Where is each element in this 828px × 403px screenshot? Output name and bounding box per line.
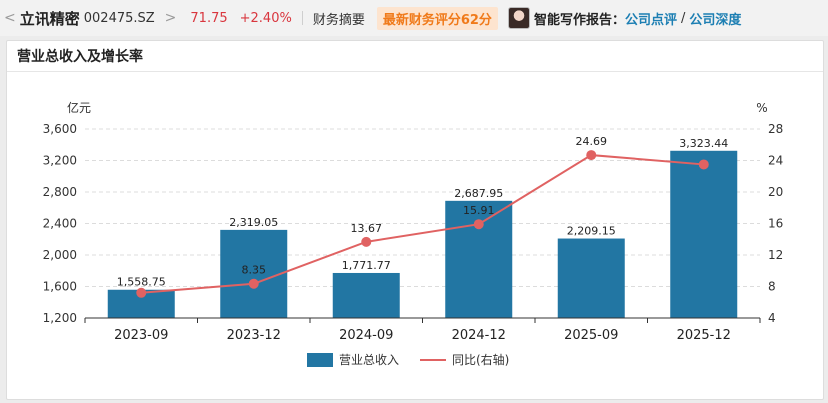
link-separator: / bbox=[680, 10, 686, 26]
y2-tick-label: 16 bbox=[768, 217, 783, 231]
growth-point bbox=[586, 150, 597, 161]
x-tick-label: 2025-09 bbox=[564, 328, 618, 343]
legend-line-label: 同比(右轴) bbox=[452, 352, 509, 367]
tab-financial-summary[interactable]: 财务摘要 bbox=[312, 12, 365, 28]
bar bbox=[557, 238, 625, 318]
y-tick-label: 3,200 bbox=[43, 154, 77, 168]
bar-value-label: 2,319.05 bbox=[229, 216, 278, 229]
avatar bbox=[507, 7, 530, 29]
legend-bar-label: 营业总收入 bbox=[339, 353, 399, 367]
stock-price: 71.75 bbox=[190, 10, 228, 26]
growth-point bbox=[361, 236, 372, 247]
growth-point bbox=[698, 159, 709, 170]
x-tick-label: 2023-12 bbox=[227, 328, 281, 343]
stock-name: 立讯精密 bbox=[19, 9, 80, 28]
bar bbox=[445, 200, 513, 318]
y-tick-label: 3,600 bbox=[43, 122, 77, 136]
bar-value-label: 2,209.15 bbox=[567, 225, 616, 238]
stock-code: 002475.SZ bbox=[83, 10, 155, 26]
growth-value-label: 15.91 bbox=[463, 204, 495, 217]
growth-value-label: 13.67 bbox=[351, 222, 383, 235]
y2-tick-label: 8 bbox=[768, 280, 776, 294]
company-review-link[interactable]: 公司点评 bbox=[624, 12, 677, 28]
back-arrow-icon[interactable]: < bbox=[4, 10, 16, 26]
x-tick-label: 2025-12 bbox=[677, 328, 731, 343]
y2-tick-label: 20 bbox=[768, 185, 783, 199]
growth-point bbox=[248, 278, 259, 289]
bar-value-label: 2,687.95 bbox=[454, 187, 503, 200]
y-tick-label: 2,400 bbox=[43, 217, 77, 231]
y2-tick-label: 12 bbox=[768, 248, 783, 262]
growth-value-label: 8.35 bbox=[242, 264, 267, 277]
top-bar: < 立讯精密 002475.SZ > 71.75 +2.40% 财务摘要 最新财… bbox=[0, 0, 828, 36]
x-tick-label: 2024-09 bbox=[339, 328, 393, 343]
revenue-card: 营业总收入及增长率 1,200 4 1,600 8 2,000 12 2,400 16 2,80… bbox=[6, 40, 824, 400]
growth-point bbox=[136, 287, 147, 298]
score-badge[interactable]: 最新财务评分62分 bbox=[376, 6, 498, 30]
y-tick-label: 1,200 bbox=[43, 311, 77, 325]
growth-line bbox=[141, 154, 704, 294]
price-change: +2.40% bbox=[239, 10, 292, 26]
growth-point bbox=[473, 219, 484, 230]
bar bbox=[220, 229, 288, 318]
ai-report-label: 智能写作报告： bbox=[533, 12, 625, 28]
y2-axis-title: % bbox=[756, 101, 767, 115]
y2-tick-label: 24 bbox=[768, 154, 783, 168]
bar bbox=[670, 150, 738, 318]
divider bbox=[301, 11, 303, 25]
x-tick-label: 2024-12 bbox=[452, 328, 506, 343]
bar-value-label: 3,323.44 bbox=[679, 137, 728, 150]
y-axis-title: 亿元 bbox=[67, 100, 91, 115]
y-tick-label: 1,600 bbox=[43, 280, 77, 294]
revenue-chart: 1,200 4 1,600 8 2,000 12 2,400 16 2,800 20 3,200 24… bbox=[7, 72, 823, 398]
bar-value-label: 1,558.75 bbox=[117, 276, 166, 289]
x-tick-label: 2023-09 bbox=[114, 328, 168, 343]
card-title: 营业总收入及增长率 bbox=[7, 41, 823, 72]
forward-arrow-icon[interactable]: > bbox=[164, 10, 177, 26]
bar bbox=[332, 272, 400, 318]
y-tick-label: 2,800 bbox=[43, 185, 77, 199]
y2-tick-label: 28 bbox=[768, 122, 783, 136]
y2-tick-label: 4 bbox=[768, 311, 776, 325]
company-depth-link[interactable]: 公司深度 bbox=[689, 12, 742, 28]
growth-value-label: 24.69 bbox=[576, 135, 608, 148]
chart-svg: 1,200 4 1,600 8 2,000 12 2,400 16 2,800 20 3,200 24… bbox=[43, 100, 783, 367]
legend-bar-swatch bbox=[307, 353, 333, 367]
y-tick-label: 2,000 bbox=[43, 248, 77, 262]
bar-value-label: 1,771.77 bbox=[342, 259, 391, 272]
